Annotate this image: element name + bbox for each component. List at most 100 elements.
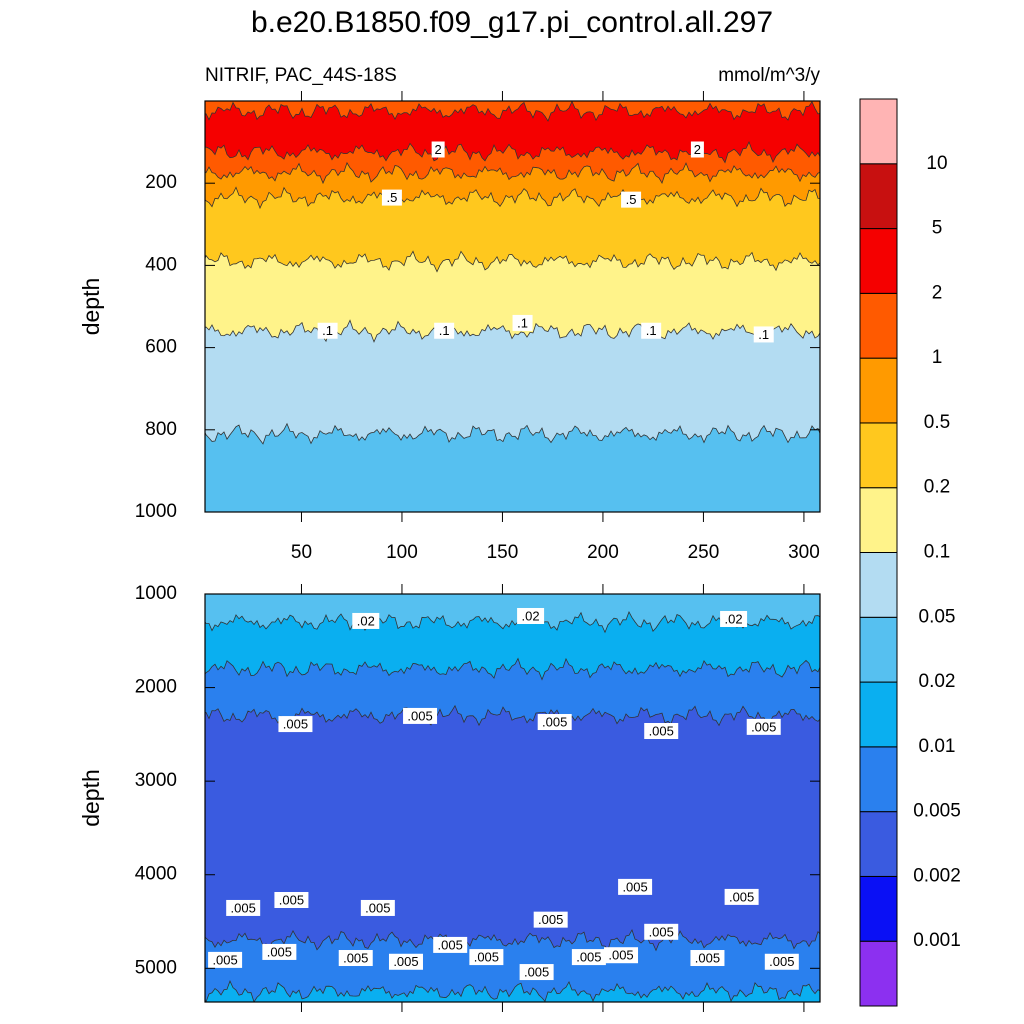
contour-label: 2 xyxy=(694,142,701,157)
colorbar-label: 0.002 xyxy=(913,865,961,886)
contour-label-bg xyxy=(434,322,455,339)
contour-label: .005 xyxy=(649,924,674,939)
y-axis-label: depth xyxy=(78,278,104,336)
contour-line xyxy=(205,928,820,952)
x-tick-label: 150 xyxy=(487,542,519,563)
colorbar-label: 0.2 xyxy=(924,477,950,498)
colorbar-box xyxy=(859,940,898,1007)
plot-area: 2 2 .5 .5 .1 .1 .1 .1 .1 xyxy=(205,101,820,512)
colorbar-box xyxy=(859,552,898,618)
contour-line xyxy=(205,980,820,1002)
contour-line xyxy=(205,319,820,343)
contour-label: .005 xyxy=(438,937,463,952)
colorbar-box xyxy=(859,292,898,359)
contour-label: .1 xyxy=(439,323,450,338)
contour-label: .5 xyxy=(626,192,637,207)
contour-label: .005 xyxy=(231,900,256,915)
contour-band xyxy=(205,423,820,512)
y-tick-label: 1000 xyxy=(135,583,177,604)
contour-label-bg xyxy=(571,949,606,966)
colorbar-label: 0.001 xyxy=(913,930,961,951)
contour-label-bg xyxy=(690,141,704,158)
plot-frame xyxy=(204,593,821,1003)
contour-label-bg xyxy=(274,892,309,908)
contour-label-bg xyxy=(381,189,402,206)
y-tick-label: 800 xyxy=(145,419,177,440)
contour-label: .005 xyxy=(769,954,794,969)
contour-label-bg xyxy=(360,899,395,916)
contour-label: .1 xyxy=(517,315,528,330)
contour-label-bg xyxy=(720,610,748,627)
contour-label-bg xyxy=(519,964,554,981)
contour-label: .005 xyxy=(649,723,674,738)
contour-label: .005 xyxy=(576,950,601,965)
contour-band xyxy=(205,929,820,1002)
colorbar-label: 0.01 xyxy=(919,736,956,757)
y-tick-label: 200 xyxy=(145,172,177,193)
contour-label-bg xyxy=(621,191,642,208)
contour-line xyxy=(205,101,820,122)
y-tick-label: 2000 xyxy=(135,677,177,698)
contour-label-bg xyxy=(431,141,445,158)
contour-label-bg xyxy=(208,951,243,968)
colorbar-box xyxy=(859,357,898,424)
contour-label-bg xyxy=(517,607,545,624)
contour-label-bg xyxy=(352,612,380,629)
contour-label-bg xyxy=(618,878,653,895)
contour-label: .1 xyxy=(646,323,657,338)
contour-label: .005 xyxy=(283,717,308,732)
subtitle-left: NITRIF, PAC_44S-18S xyxy=(205,65,397,86)
colorbar-box xyxy=(859,163,898,230)
contour-label: .005 xyxy=(695,950,720,965)
colorbar-box xyxy=(859,228,898,294)
contour-label: 2 xyxy=(435,142,442,157)
contour-label: .005 xyxy=(407,708,432,723)
colorbar-label: 10 xyxy=(926,153,947,174)
colorbar-label: 0.1 xyxy=(924,542,950,563)
contour-label-bg xyxy=(512,314,533,331)
contour-label-bg xyxy=(753,326,774,343)
contour-label: .005 xyxy=(542,714,567,729)
contour-label: .02 xyxy=(725,611,743,626)
subtitle-right: mmol/m^3/y xyxy=(718,65,820,86)
contour-label: .005 xyxy=(538,912,563,927)
contour-line xyxy=(205,657,820,681)
contour-line xyxy=(205,186,820,210)
colorbar-label: 0.02 xyxy=(919,671,956,692)
colorbar-label: 1 xyxy=(932,347,943,368)
colorbar-box xyxy=(859,422,898,489)
x-tick-label: 50 xyxy=(291,542,312,563)
contour-label-bg xyxy=(317,322,338,339)
contour-line xyxy=(205,704,820,727)
contour-label-bg xyxy=(469,949,504,966)
contour-label-bg xyxy=(278,716,313,733)
contour-label-bg xyxy=(262,943,297,960)
contour-label: .005 xyxy=(267,944,292,959)
contour-label: .005 xyxy=(343,950,368,965)
contour-label-bg xyxy=(537,714,572,731)
y-tick-label: 1000 xyxy=(135,501,177,522)
contour-label-bg xyxy=(644,923,679,940)
y-tick-label: 3000 xyxy=(135,770,177,791)
colorbar-box xyxy=(859,616,898,683)
y-tick-label: 4000 xyxy=(135,864,177,885)
y-axis-label: depth xyxy=(78,769,104,827)
contour-label: .005 xyxy=(393,954,418,969)
colorbar-label: 0.005 xyxy=(913,801,961,822)
contour-label-bg xyxy=(388,953,423,970)
contour-line xyxy=(205,141,820,164)
contour-label: .005 xyxy=(608,948,633,963)
contour-label: .005 xyxy=(365,900,390,915)
colorbar-box xyxy=(859,746,898,813)
colorbar-box xyxy=(859,875,898,942)
contour-label-bg xyxy=(764,953,799,970)
contour-label: .02 xyxy=(522,608,540,623)
contour-label-bg xyxy=(690,950,725,967)
contour-line xyxy=(205,611,820,634)
contour-label: .005 xyxy=(279,892,304,907)
contour-line xyxy=(205,250,820,273)
contour-label: .1 xyxy=(322,323,333,338)
contour-label-bg xyxy=(644,722,679,739)
contour-label: .5 xyxy=(386,190,397,205)
